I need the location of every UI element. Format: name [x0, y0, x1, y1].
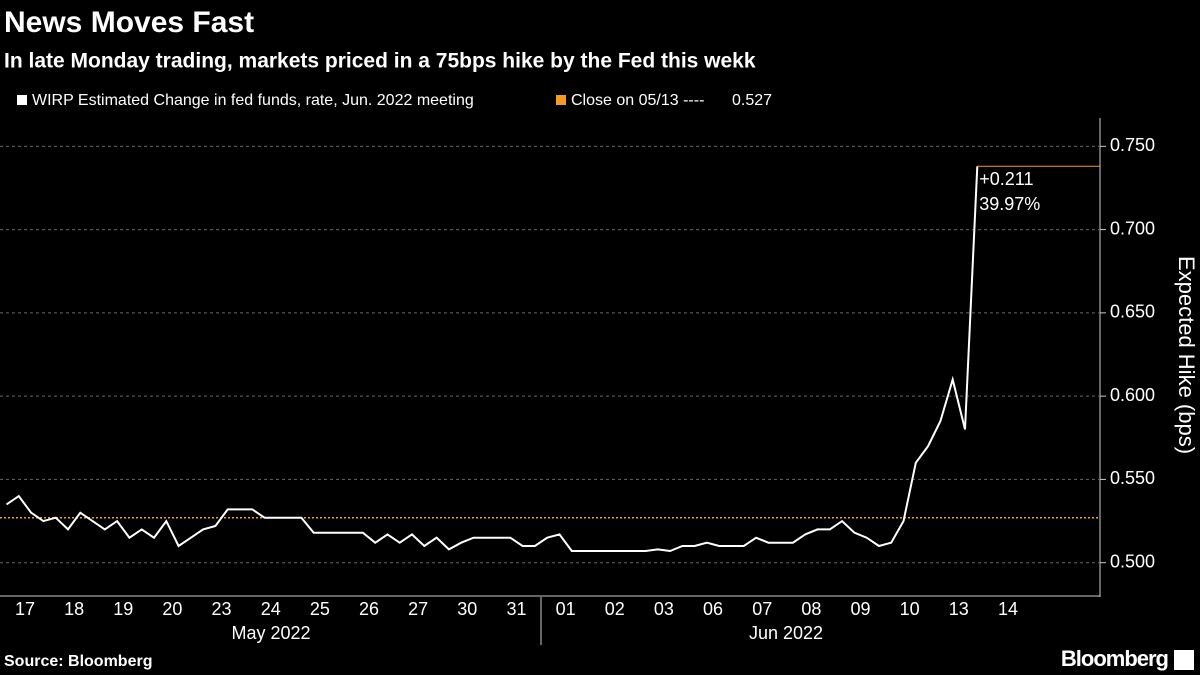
x-tick-label: 08	[801, 599, 821, 619]
y-axis-title: Expected Hike (bps)	[1174, 256, 1199, 454]
x-tick-label: 25	[310, 599, 330, 619]
legend-label: WIRP Estimated Change in fed funds, rate…	[32, 92, 474, 109]
brand: Bloomberg	[1061, 646, 1168, 671]
x-tick-label: 14	[998, 599, 1018, 619]
x-tick-label: 09	[851, 599, 871, 619]
legend-swatch	[556, 95, 566, 105]
x-tick-label: 20	[162, 599, 182, 619]
x-tick-label: 27	[408, 599, 428, 619]
x-tick-label: 24	[261, 599, 281, 619]
annotation: 39.97%	[979, 194, 1040, 214]
x-tick-label: 19	[113, 599, 133, 619]
month-label: May 2022	[231, 623, 310, 643]
x-tick-label: 26	[359, 599, 379, 619]
x-tick-label: 18	[64, 599, 84, 619]
y-tick-label: 0.500	[1110, 551, 1155, 571]
x-tick-label: 01	[556, 599, 576, 619]
x-tick-label: 17	[15, 599, 35, 619]
x-tick-label: 30	[457, 599, 477, 619]
y-tick-label: 0.550	[1110, 468, 1155, 488]
x-tick-label: 07	[752, 599, 772, 619]
x-tick-label: 13	[949, 599, 969, 619]
x-tick-label: 10	[900, 599, 920, 619]
x-tick-label: 06	[703, 599, 723, 619]
chart-title: News Moves Fast	[4, 6, 254, 39]
x-tick-label: 03	[654, 599, 674, 619]
y-tick-label: 0.650	[1110, 302, 1155, 322]
month-label: Jun 2022	[749, 623, 823, 643]
legend-label: Close on 05/13 ----	[571, 92, 704, 109]
x-tick-label: 02	[605, 599, 625, 619]
x-tick-label: 23	[212, 599, 232, 619]
brand-icon	[1174, 650, 1194, 670]
source: Source: Bloomberg	[4, 653, 152, 670]
y-tick-label: 0.700	[1110, 218, 1155, 238]
y-tick-label: 0.600	[1110, 385, 1155, 405]
annotation: +0.211	[979, 169, 1033, 189]
legend-value: 0.527	[732, 92, 772, 109]
chart-subtitle: In late Monday trading, markets priced i…	[4, 50, 756, 73]
x-tick-label: 31	[506, 599, 526, 619]
legend-swatch	[17, 95, 27, 105]
series-line	[5, 166, 979, 553]
y-tick-label: 0.750	[1110, 135, 1155, 155]
